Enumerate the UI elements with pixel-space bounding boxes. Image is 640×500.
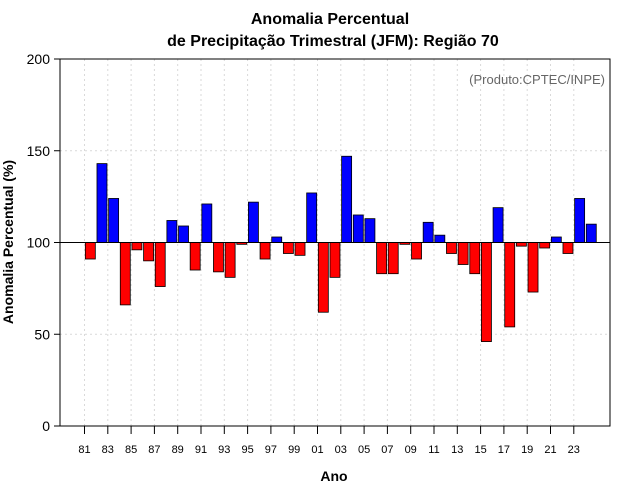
bar-1999	[294, 242, 306, 256]
bar-2014	[469, 242, 481, 275]
x-tick-label: 89	[172, 444, 184, 456]
bar-2024	[585, 223, 597, 243]
chart-title-line1: Anomalia Percentual	[251, 11, 409, 28]
x-tick-label: 01	[311, 444, 323, 456]
x-tick-label: 97	[265, 444, 277, 456]
bar-1998	[282, 242, 294, 254]
bar-2004	[352, 214, 364, 243]
y-tick-label: 0	[42, 418, 50, 434]
bar-2015	[481, 242, 492, 342]
bar-2023	[574, 198, 586, 243]
bar-1990	[189, 242, 201, 271]
bar-2006	[376, 242, 387, 275]
bar-1985	[131, 242, 143, 251]
bar-2003	[341, 155, 353, 243]
x-axis: 81 83 85 87 89 91 93 95 97 99 01 03 05 07 09 11 13 15 17 19…	[78, 426, 580, 456]
x-tick-label: 85	[125, 444, 137, 456]
x-tick-label: 03	[335, 444, 347, 456]
y-axis: 0 50 100 150 200	[27, 51, 60, 434]
bar-1995	[248, 201, 259, 243]
bar-1987	[154, 242, 166, 287]
bar-2000	[306, 192, 318, 243]
bar-2017	[504, 242, 516, 328]
x-tick-label: 13	[451, 444, 463, 456]
bar-2013	[457, 242, 469, 265]
x-tick-label: 21	[544, 444, 556, 456]
y-tick-label: 150	[27, 143, 51, 159]
x-tick-label: 81	[78, 444, 90, 456]
x-tick-label: 87	[148, 444, 160, 456]
x-tick-label: 91	[195, 444, 207, 456]
bar-1993	[224, 242, 236, 278]
chart-title-line2: de Precipitação Trimestral (JFM): Região…	[167, 33, 499, 50]
bar-2002	[329, 242, 341, 278]
bar-1996	[259, 242, 271, 260]
x-tick-label: 11	[428, 444, 439, 456]
y-tick-label: 100	[27, 235, 51, 251]
bar-2022	[562, 242, 574, 254]
source-annotation: (Produto:CPTEC/INPE)	[469, 72, 605, 87]
bar-2009	[411, 242, 422, 260]
bar-2007	[387, 242, 399, 275]
bar-1997	[271, 236, 283, 243]
x-tick-label: 07	[381, 444, 393, 456]
bar-2021	[550, 236, 562, 243]
bar-1981	[84, 242, 96, 260]
bar-2019	[527, 242, 539, 293]
y-tick-label: 200	[27, 51, 51, 67]
bar-1988	[166, 220, 178, 243]
bar-2012	[446, 242, 457, 254]
x-tick-label: 93	[218, 444, 230, 456]
bar-2016	[492, 207, 504, 243]
bar-1984	[119, 242, 131, 306]
x-tick-label: 19	[521, 444, 533, 456]
bar-1986	[143, 242, 154, 262]
x-tick-label: 23	[568, 444, 580, 456]
bar-1983	[108, 198, 120, 243]
x-tick-label: 09	[405, 444, 417, 456]
bar-2005	[364, 218, 376, 243]
bar-1992	[213, 242, 224, 273]
grid-lines	[60, 59, 610, 426]
x-tick-label: 99	[288, 444, 300, 456]
x-tick-label: 05	[358, 444, 370, 456]
x-tick-label: 17	[498, 444, 510, 456]
bar-1982	[96, 163, 108, 243]
bar-1989	[178, 225, 189, 243]
y-axis-label: Anomalia Percentual (%)	[0, 160, 16, 324]
x-tick-label: 15	[474, 444, 486, 456]
bar-2011	[434, 234, 446, 243]
bar-2020	[539, 242, 551, 249]
x-axis-label: Ano	[320, 468, 347, 484]
x-tick-label: 95	[241, 444, 253, 456]
bar-2018	[515, 242, 527, 247]
bar-1991	[201, 203, 213, 243]
x-tick-label: 83	[102, 444, 114, 456]
y-tick-label: 50	[34, 326, 50, 342]
bar-2010	[422, 221, 434, 243]
bar-2001	[317, 242, 329, 313]
